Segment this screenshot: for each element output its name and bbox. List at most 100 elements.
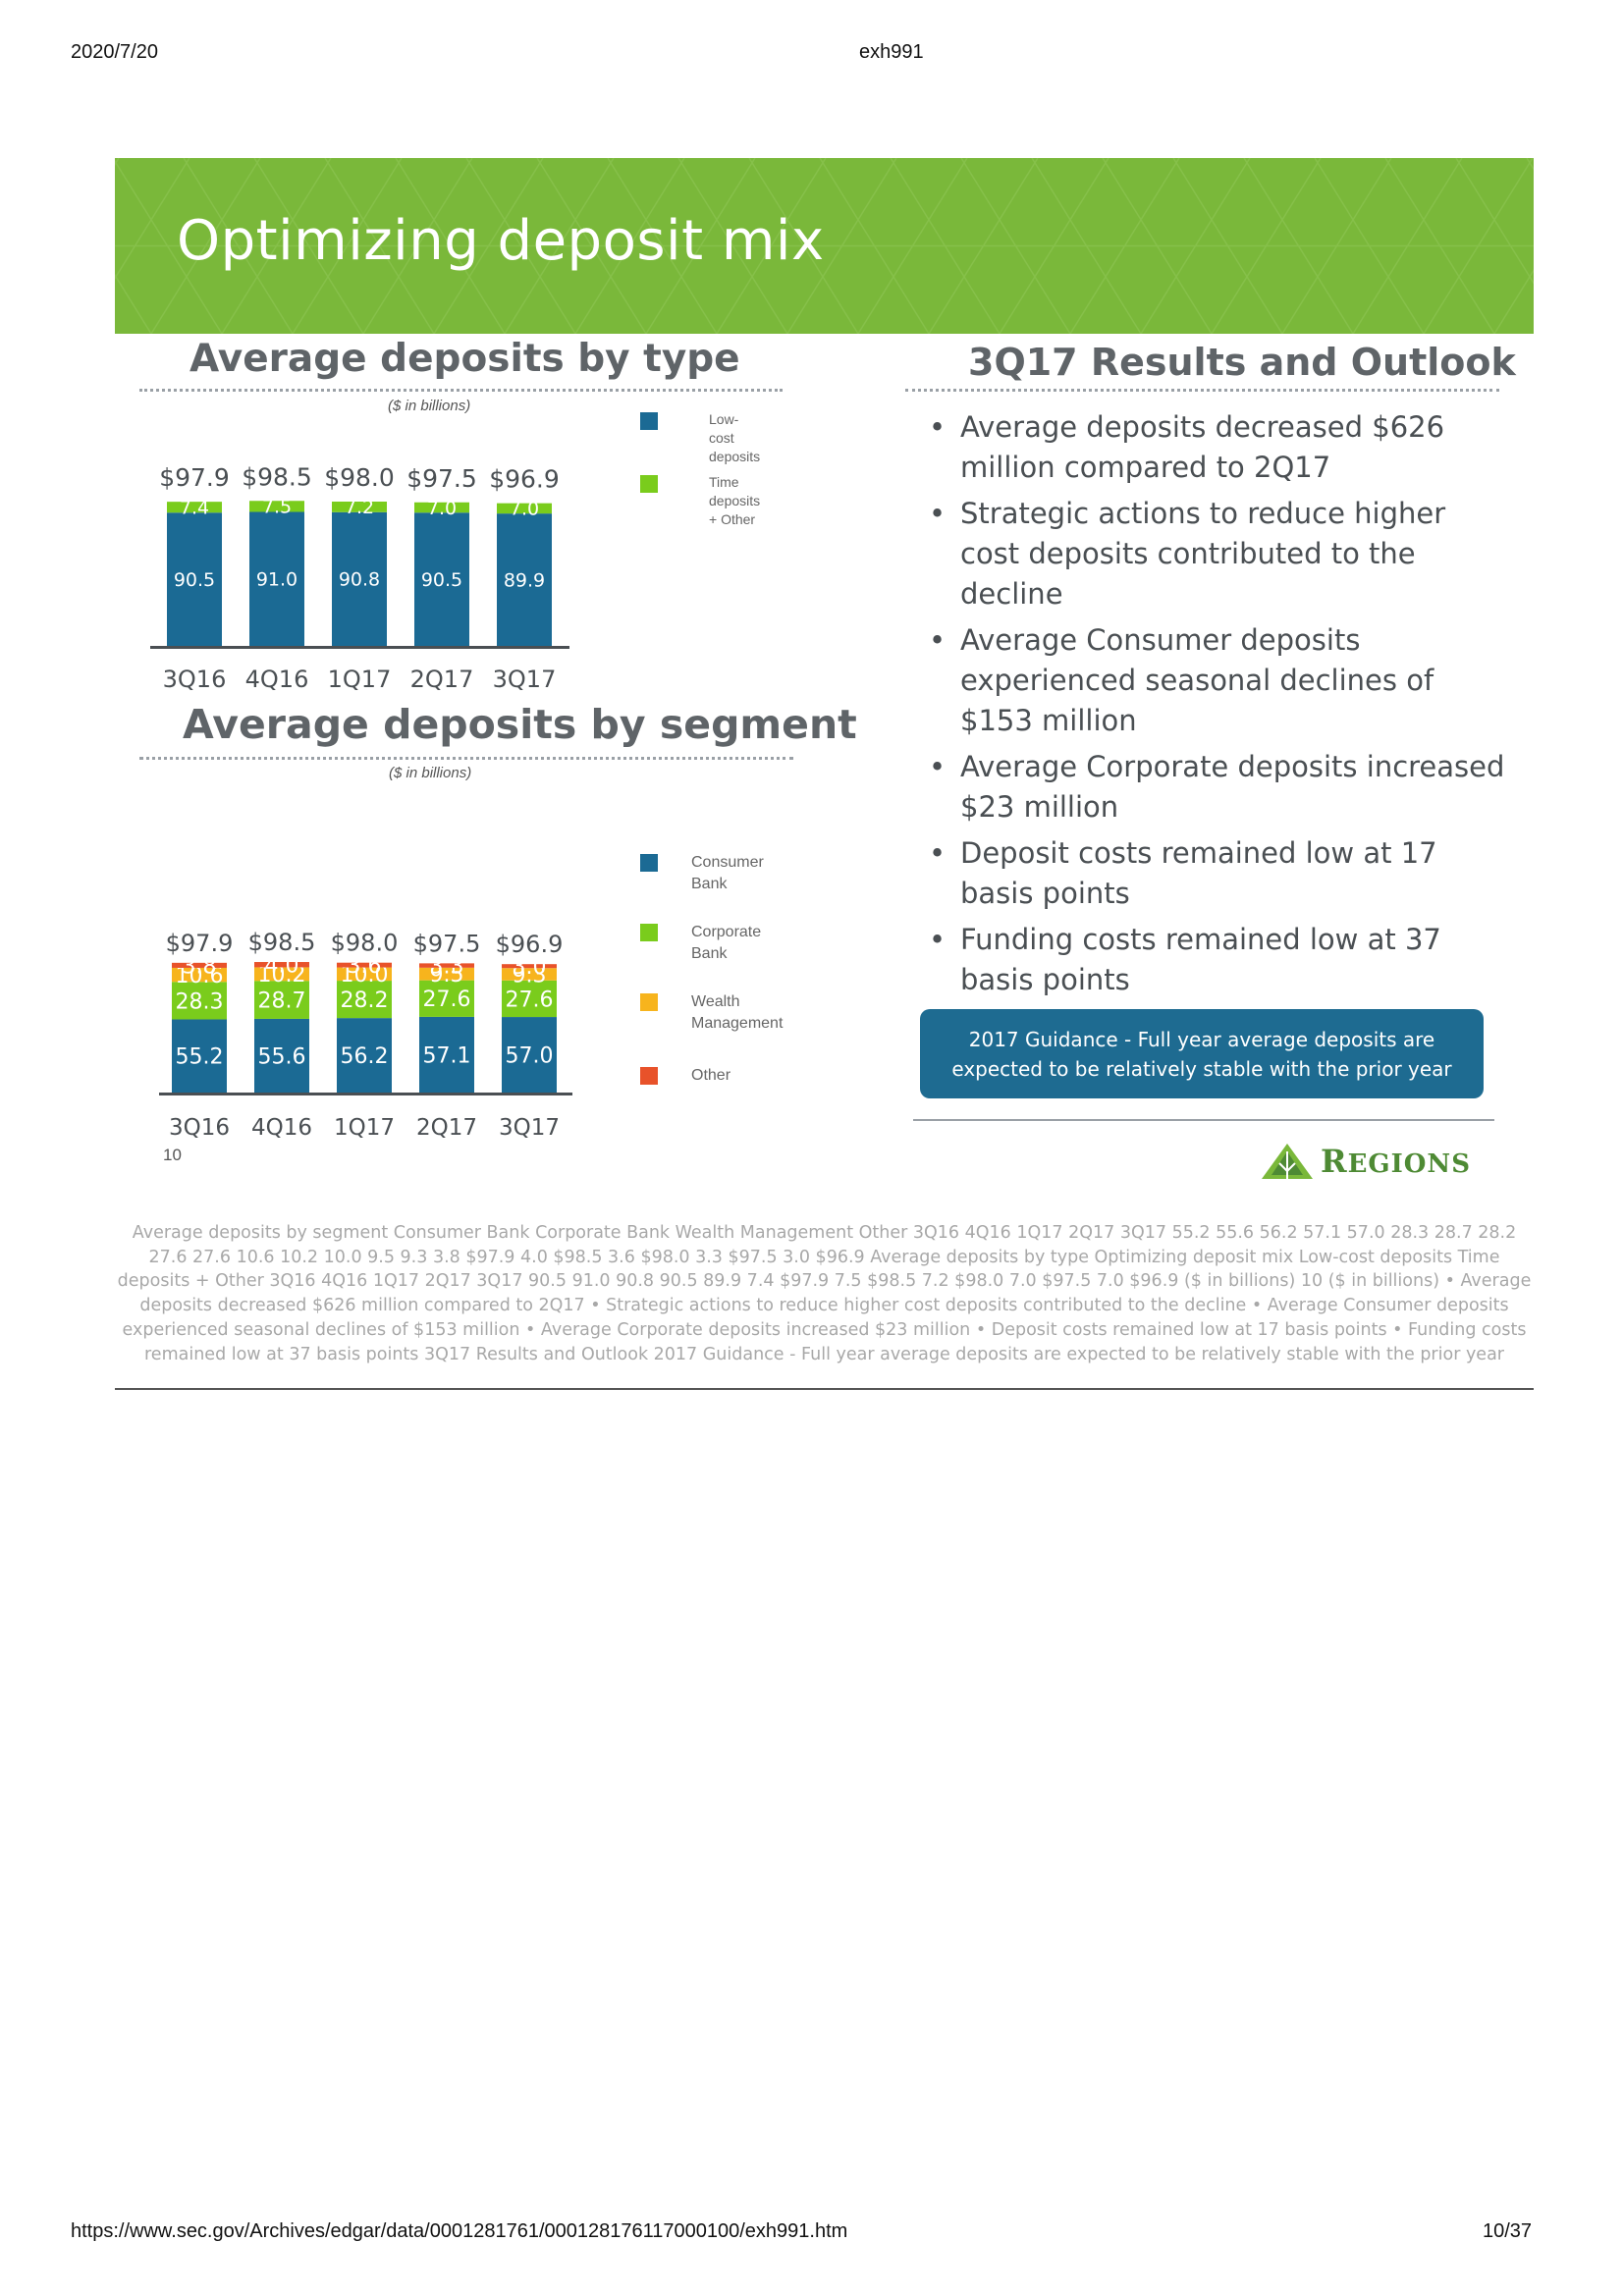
segment-chart-segment-label: 57.1 [423, 1043, 471, 1068]
legend-label-wealth: Wealth Management [691, 993, 784, 1032]
segment-chart-total-label: $98.5 [248, 929, 316, 956]
type-chart-bar-segment [249, 501, 304, 512]
type-chart-segment-label: 90.5 [174, 569, 215, 591]
segment-chart-bar-segment [337, 1018, 392, 1093]
slide-alt-text: Average deposits by segment Consumer Ban… [117, 1223, 1532, 1364]
type-chart-total-label: $97.5 [406, 464, 477, 493]
segment-chart-segment-label: 55.6 [258, 1044, 306, 1069]
segment-chart-total-label: $96.9 [496, 931, 564, 958]
slide-page-number: 10 [163, 1146, 182, 1164]
segment-chart-bar-segment [254, 967, 309, 982]
type-chart-segment-label: 91.0 [256, 569, 298, 591]
segment-stacked-bar-chart: 55.228.310.63.8$97.93Q1655.628.710.24.0$… [159, 929, 572, 1139]
regions-logo: REGIONS [1260, 1142, 1471, 1181]
segment-chart-segment-label: 28.3 [176, 989, 224, 1014]
segment-chart-segment-label: 27.6 [423, 988, 471, 1012]
results-bullet-text: Average deposits decreased $626 million … [960, 410, 1445, 484]
segment-chart-bar-segment [254, 1018, 309, 1093]
type-chart-category-label: 4Q16 [245, 666, 309, 693]
results-bullet: • Average deposits decreased $626 million… [929, 410, 1445, 484]
type-chart-segment-label: 7.5 [262, 497, 292, 518]
segment-chart-segment-label: 57.0 [506, 1043, 554, 1068]
legend-label-time-deposits: Time deposits + Other [709, 474, 761, 527]
type-chart-bar-segment [497, 513, 552, 646]
segment-chart-bar-segment [337, 962, 392, 968]
segment-chart-category-label: 1Q17 [334, 1115, 395, 1139]
segment-chart-bar-segment [254, 962, 309, 968]
regions-leaf-icon [1262, 1144, 1313, 1179]
segment-chart-segment-label: 3.0 [513, 955, 547, 980]
segment-chart-total-label: $97.9 [166, 930, 234, 957]
legend-swatch-time-deposits [640, 475, 658, 493]
print-page-count: 10/37 [1483, 2220, 1533, 2242]
print-url[interactable]: https://www.sec.gov/Archives/edgar/data/… [71, 2220, 848, 2242]
results-heading: 3Q17 Results and Outlook [968, 341, 1516, 384]
segment-chart-bar-segment [502, 980, 557, 1018]
segment-chart-bar-segment [419, 963, 474, 968]
legend-label-corporate: Corporate Bank [691, 924, 762, 962]
segment-chart-category-label: 3Q16 [169, 1115, 230, 1139]
type-chart-category-label: 2Q17 [410, 666, 474, 693]
segment-chart-segment-label: 3.6 [348, 954, 382, 979]
type-chart-category-label: 3Q16 [163, 666, 227, 693]
legend-label-other: Other [691, 1067, 731, 1084]
segment-chart-segment-label: 28.2 [341, 988, 389, 1013]
results-bullet-text: Average Consumer deposits experienced se… [960, 623, 1434, 737]
type-chart-segment-label: 7.2 [345, 497, 374, 518]
legend-label-low-cost: Low-cost deposits [709, 411, 761, 464]
legend-item-low-cost: Low-cost deposits [640, 410, 760, 466]
type-chart-total-label: $98.0 [324, 463, 395, 492]
segment-chart-bar-segment [419, 1016, 474, 1093]
slide-title-banner: Optimizing deposit mix [115, 158, 1534, 334]
type-chart-bar-segment [414, 502, 469, 513]
type-chart-divider [139, 389, 783, 392]
type-chart-bar-segment [167, 502, 222, 513]
slide-title: Optimizing deposit mix [177, 209, 825, 273]
banner-pattern-line [115, 273, 152, 334]
segment-chart-category-label: 4Q16 [251, 1115, 312, 1139]
legend-item-time-deposits: Time deposits + Other [640, 473, 760, 529]
segment-chart-bar-segment [172, 967, 227, 983]
banner-pattern-line [1493, 269, 1534, 334]
segment-chart-segment-label: 55.2 [176, 1045, 224, 1070]
legend-item-corporate: Corporate Bank [640, 922, 761, 965]
slide-footer-rule [913, 1119, 1494, 1121]
results-bullet: • Average Corporate deposits increased $2… [929, 750, 1505, 824]
type-chart-segment-label: 7.0 [427, 498, 457, 519]
type-chart-total-label: $97.9 [159, 463, 230, 492]
regions-logo-wordmark: REGIONS [1321, 1143, 1471, 1180]
results-bullet-text: Average Corporate deposits increased $23… [960, 750, 1505, 824]
legend-item-wealth: Wealth Management [640, 991, 783, 1035]
type-chart-category-label: 1Q17 [328, 666, 392, 693]
results-bullet-text: Strategic actions to reduce higher cost … [960, 497, 1446, 611]
segment-chart-segment-label: 56.2 [341, 1044, 389, 1069]
print-doc-title: exh991 [859, 41, 924, 63]
legend-swatch-corporate [640, 924, 658, 941]
type-chart-bar-segment [167, 512, 222, 646]
segment-chart-bar-segment [337, 981, 392, 1019]
type-chart-segment-label: 90.5 [421, 569, 462, 591]
segment-chart-total-label: $98.0 [331, 930, 399, 957]
results-divider [905, 389, 1499, 392]
legend-swatch-low-cost [640, 412, 658, 430]
segment-chart-segment-label: 3.3 [430, 955, 464, 980]
guidance-callout: 2017 Guidance - Full year average deposi… [920, 1009, 1484, 1098]
type-chart-units: ($ in billions) [388, 398, 471, 414]
segment-chart-segment-label: 4.0 [265, 954, 299, 979]
results-bullet-text: Deposit costs remained low at 17 basis p… [960, 836, 1437, 910]
segment-chart-bar-segment [172, 962, 227, 968]
segment-chart-units: ($ in billions) [389, 765, 472, 781]
type-chart-segment-label: 7.4 [180, 498, 209, 519]
segment-chart-segment-label: 27.6 [506, 988, 554, 1012]
legend-item-other: Other [640, 1065, 730, 1087]
print-date: 2020/7/20 [71, 41, 158, 63]
segment-chart-bar-segment [254, 981, 309, 1019]
type-chart-heading: Average deposits by type [189, 337, 740, 381]
banner-triangle-pattern [115, 158, 1534, 334]
segment-chart-heading: Average deposits by segment [183, 701, 857, 748]
results-bullet: • Average Consumer deposits experienced s… [929, 623, 1434, 737]
segment-chart-divider [139, 757, 793, 760]
segment-chart-bar-segment [419, 967, 474, 981]
segment-chart-segment-label: 3.8 [183, 954, 217, 979]
type-chart-total-label: $96.9 [489, 465, 560, 494]
